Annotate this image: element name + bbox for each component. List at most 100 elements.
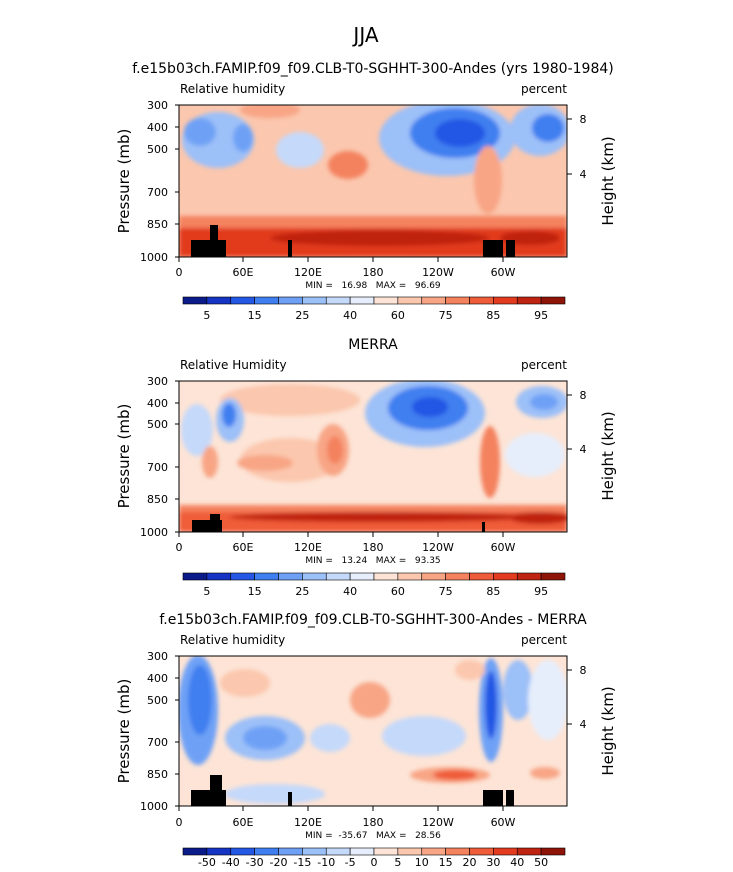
x-tick-label: 120E [294,816,322,829]
colorbar-box [445,296,470,305]
x-tick-label: 60E [233,816,254,829]
panel-3-units: percent [521,633,567,647]
panel-1-dry-region [435,119,485,147]
colorbar-label: -10 [317,856,335,869]
colorbar-label: 60 [391,309,405,322]
panel-3-ticks [175,655,572,811]
height-tick-label: 4 [580,443,587,456]
panel-2-ticks [175,380,572,537]
panel-2-colorbar: 5 15 25 40 60 75 85 95 [182,572,566,598]
colorbar-box [254,572,279,581]
y-tick-label: 300 [147,650,168,663]
height-tick-label: 4 [580,718,587,731]
panel-1-height-axis-label: Height (km) [599,136,617,225]
panel-3-dry-anomaly [243,726,287,750]
colorbar-box [278,296,303,305]
colorbar-label: -40 [222,856,240,869]
panel-1-moist-region [474,146,502,214]
panel-2-dry-region [530,394,558,410]
panel-2-boundary-layer [230,512,530,522]
x-tick-label: 60W [491,816,516,829]
colorbar-box [540,572,566,581]
x-tick-label: 120W [422,541,454,554]
x-tick-label: 180 [363,816,384,829]
y-tick-label: 500 [147,694,168,707]
panel-2-boundary-layer [510,512,567,524]
colorbar-box [493,296,518,305]
panel-3-topography [288,792,292,806]
height-tick-label: 4 [580,168,587,181]
colorbar-label: 5 [203,309,210,322]
panel-1-colorbar: 5 15 25 40 60 75 85 95 [182,296,566,322]
panel-2-moist-region [237,455,293,471]
colorbar-box [182,847,208,856]
colorbar-box [206,572,232,581]
colorbar-box [397,847,423,856]
colorbar-box [206,296,232,305]
panel-3-topography [483,790,503,806]
colorbar-label: 85 [486,585,500,598]
panel-1-topography [506,240,515,257]
colorbar-box [421,296,446,305]
panel-3-topography [191,790,226,806]
colorbar-box [325,296,351,305]
panel-2-height-axis-label: Height (km) [599,411,617,500]
colorbar-box [516,296,542,305]
panel-3-moist-anomaly [455,660,485,680]
panel-2-y-tick-labels: 300 400 500 700 850 1000 [140,375,168,539]
colorbar-label: 15 [248,585,262,598]
panel-1-topography [191,240,226,257]
panel-3-dry-anomaly [382,716,466,756]
x-tick-label: 60W [491,541,516,554]
colorbar-box [469,296,494,305]
y-tick-label: 700 [147,461,168,474]
colorbar-box [182,572,208,581]
panel-1-y-axis-label: Pressure (mb) [115,129,133,234]
panel-1-topography [210,225,218,240]
panel-3-min-max: MIN = -35.67 MAX = 28.56 [305,831,441,841]
colorbar-label: -5 [345,856,356,869]
y-tick-label: 700 [147,186,168,199]
panel-2-dry-region [412,397,448,417]
panel-1-topography [288,240,292,257]
panel-2-field [179,381,567,532]
panel-2-moist-region [480,426,500,498]
colorbar-label: 40 [510,856,524,869]
colorbar-label: 30 [486,856,500,869]
colorbar-box [469,572,494,581]
panel-1-x-tick-labels: 0 60E 120E 180 120W 60W [176,266,516,279]
colorbar-box [349,847,375,856]
panel-2-title: MERRA [348,337,398,353]
panel-1-topography [483,240,503,257]
colorbar-box [540,296,566,305]
colorbar-label: 50 [534,856,548,869]
colorbar-label: -50 [198,856,216,869]
colorbar-box [445,572,470,581]
y-tick-label: 500 [147,418,168,431]
panel-2-topography [482,522,485,532]
panel-3-topography [210,775,222,790]
colorbar-label: 5 [394,856,401,869]
colorbar-box [445,847,470,856]
panel-3-moist-anomaly [220,669,270,697]
colorbar-label: 5 [203,585,210,598]
colorbar-label: 25 [295,585,309,598]
colorbar-label: 20 [463,856,477,869]
panel-1-min-max: MIN = 16.98 MAX = 96.69 [305,281,441,291]
y-tick-label: 400 [147,672,168,685]
colorbar-label: 40 [343,309,357,322]
colorbar-box [206,847,232,856]
colorbar-label: 95 [534,309,548,322]
y-tick-label: 300 [147,375,168,388]
panel-2-topography [210,514,220,520]
x-tick-label: 0 [176,266,183,279]
panel-3-y-tick-labels: 300 400 500 700 850 1000 [140,650,168,813]
colorbar-label: -15 [293,856,311,869]
panel-3-title: f.e15b03ch.FAMIP.f09_f09.CLB-T0-SGHHT-30… [159,612,587,628]
panel-2-dry-region [505,433,565,477]
panel-1-variable: Relative humidity [180,82,285,96]
colorbar-label: 40 [343,585,357,598]
panel-3-dry-anomaly [188,665,212,735]
x-tick-label: 180 [363,541,384,554]
